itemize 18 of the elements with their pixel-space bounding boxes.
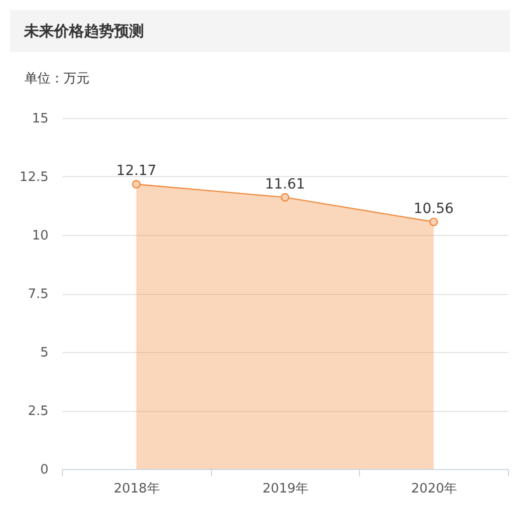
data-label: 12.17 xyxy=(116,163,156,180)
x-tick-label: 2020年 xyxy=(411,482,458,496)
y-tick-label: 7.5 xyxy=(28,287,48,302)
x-tick-label: 2018年 xyxy=(114,482,160,496)
y-tick-label: 15 xyxy=(32,112,48,126)
y-tick-label: 10 xyxy=(32,228,48,244)
data-label: 11.61 xyxy=(264,176,306,192)
x-tick-label: 2019年 xyxy=(262,482,309,496)
point xyxy=(280,193,290,202)
point xyxy=(429,218,438,226)
y-tick-label: 12.5 xyxy=(20,170,48,185)
y-tick-label: 2.5 xyxy=(28,404,48,419)
y-tick-label: 0 xyxy=(40,462,48,478)
data-label: 10.56 xyxy=(414,200,454,217)
y-tick-label: 5 xyxy=(40,346,48,360)
y-axis-title: 单位：万元 xyxy=(24,72,90,86)
point xyxy=(132,180,141,189)
chart-title: 未来价格趋势预测 xyxy=(10,10,510,52)
